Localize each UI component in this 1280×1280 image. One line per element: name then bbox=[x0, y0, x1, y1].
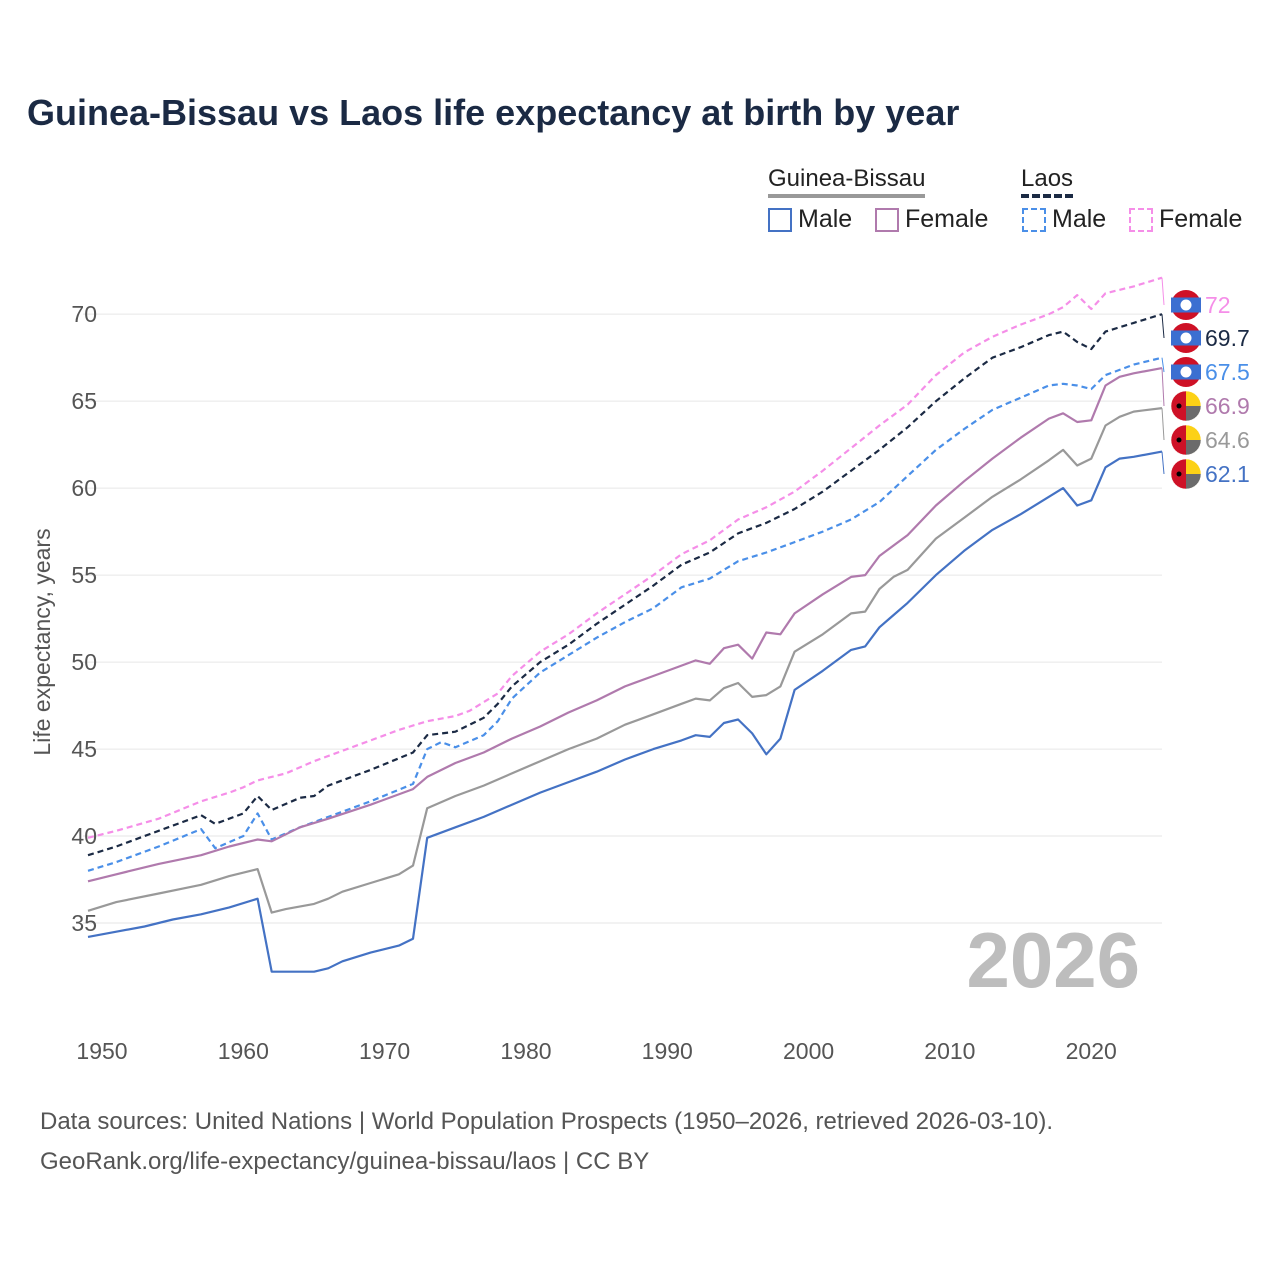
legend-group-line bbox=[768, 194, 926, 198]
series-line-guinea-bissau-male bbox=[87, 450, 1163, 973]
y-tick-label: 35 bbox=[71, 910, 97, 936]
end-label-value: 67.5 bbox=[1205, 359, 1250, 385]
guinea-bissau-flag-icon bbox=[1170, 424, 1202, 456]
x-tick-label: 1950 bbox=[76, 1038, 127, 1064]
end-label-value: 69.7 bbox=[1205, 325, 1250, 351]
series-line-guinea-bissau-female bbox=[87, 367, 1163, 883]
x-tick-label: 2010 bbox=[924, 1038, 975, 1064]
legend-group-laos[interactable]: Laos bbox=[1021, 165, 1074, 198]
y-tick-label: 50 bbox=[71, 649, 97, 675]
current-year-display: 2026 bbox=[966, 916, 1140, 1004]
guinea-bissau-flag-icon bbox=[1170, 458, 1202, 490]
footer-url: GeoRank.org/life-expectancy/guinea-bissa… bbox=[40, 1148, 650, 1175]
legend-swatch bbox=[768, 207, 792, 232]
series-lines bbox=[87, 276, 1163, 973]
legend-item-label: Female bbox=[905, 205, 989, 233]
legend-item-label: Male bbox=[798, 205, 853, 233]
x-tick-label: 1960 bbox=[218, 1038, 269, 1064]
end-label-value: 64.6 bbox=[1205, 427, 1250, 453]
x-tick-label: 2020 bbox=[1066, 1038, 1117, 1064]
x-axis-ticks: 1950 1960 1970 1980 1990 2000 2010 2020 bbox=[76, 1038, 1116, 1064]
end-label-value: 72 bbox=[1205, 292, 1231, 318]
laos-flag-icon bbox=[1171, 357, 1201, 387]
end-label-connector bbox=[1161, 357, 1165, 373]
y-tick-label: 55 bbox=[71, 562, 97, 588]
legend-item-laos-male[interactable]: Male bbox=[1022, 205, 1106, 234]
chart-title: Guinea-Bissau vs Laos life expectancy at… bbox=[27, 92, 960, 133]
end-labels: 72 69.7 67.5 66.9 64.6 62.1 bbox=[1161, 277, 1250, 490]
y-axis-label: Life expectancy, years bbox=[29, 528, 55, 755]
end-label-connector bbox=[1161, 277, 1165, 306]
legend-group-label: Laos bbox=[1021, 165, 1074, 192]
y-tick-label: 45 bbox=[71, 736, 97, 762]
series-line-laos-total bbox=[87, 313, 1163, 857]
laos-flag-icon bbox=[1171, 290, 1201, 320]
y-tick-label: 70 bbox=[71, 301, 97, 327]
end-label-connector bbox=[1161, 368, 1165, 407]
x-tick-label: 2000 bbox=[783, 1038, 834, 1064]
end-label-value: 66.9 bbox=[1205, 393, 1250, 419]
legend-group-guinea-bissau[interactable]: Guinea-Bissau bbox=[768, 165, 926, 198]
legend-swatch bbox=[1129, 207, 1153, 232]
end-label-connector bbox=[1161, 451, 1165, 475]
x-tick-label: 1980 bbox=[500, 1038, 551, 1064]
legend-item-guinea-bissau-male[interactable]: Male bbox=[768, 205, 852, 234]
footer-source: Data sources: United Nations | World Pop… bbox=[40, 1108, 1054, 1135]
legend-swatch bbox=[1022, 207, 1046, 232]
series-line-laos-female bbox=[87, 276, 1163, 839]
x-tick-label: 1970 bbox=[359, 1038, 410, 1064]
end-label-value: 62.1 bbox=[1205, 461, 1250, 487]
guinea-bissau-flag-icon bbox=[1170, 390, 1202, 422]
legend-group-label: Guinea-Bissau bbox=[768, 165, 926, 192]
legend-item-label: Male bbox=[1052, 205, 1107, 233]
laos-flag-icon bbox=[1171, 323, 1201, 353]
end-label-connector bbox=[1161, 408, 1165, 441]
x-tick-label: 1990 bbox=[642, 1038, 693, 1064]
series-line-guinea-bissau-total bbox=[87, 407, 1163, 914]
legend-swatch bbox=[875, 207, 899, 232]
legend-group-line bbox=[1021, 194, 1074, 198]
legend-item-guinea-bissau-female[interactable]: Female bbox=[875, 205, 988, 234]
y-tick-label: 65 bbox=[71, 388, 97, 414]
series-line-laos-male bbox=[87, 356, 1163, 872]
end-label-connector bbox=[1161, 314, 1165, 339]
legend-item-label: Female bbox=[1159, 205, 1243, 233]
y-tick-label: 60 bbox=[71, 475, 97, 501]
legend-item-laos-female[interactable]: Female bbox=[1129, 205, 1242, 234]
